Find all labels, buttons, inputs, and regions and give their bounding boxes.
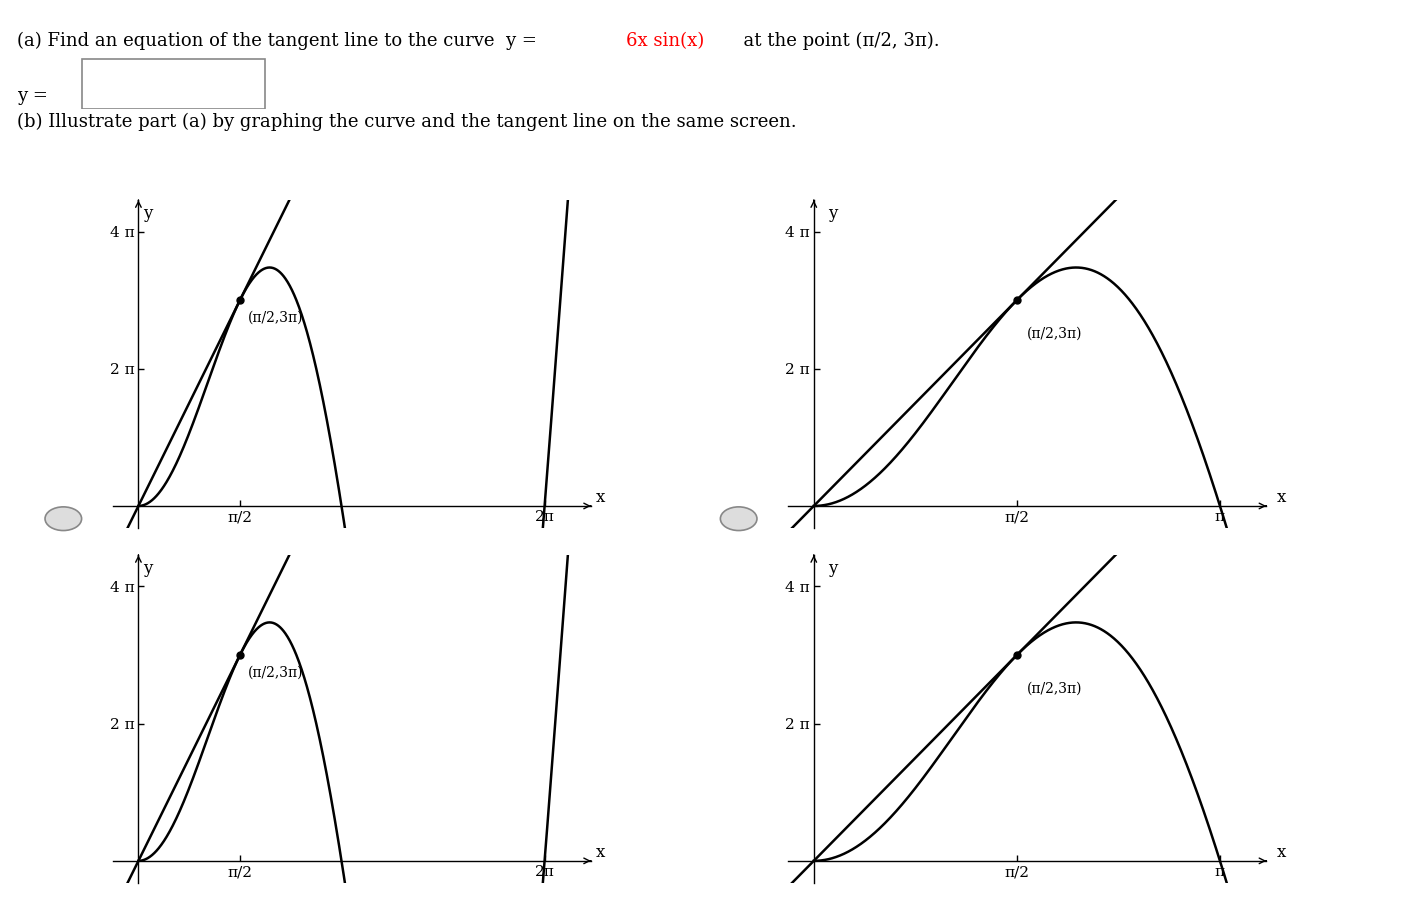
FancyBboxPatch shape (82, 59, 265, 109)
Text: (π/2,3π): (π/2,3π) (248, 666, 304, 680)
Text: x: x (597, 844, 605, 861)
Text: at the point (π/2, 3π).: at the point (π/2, 3π). (732, 32, 940, 50)
Text: x: x (1276, 844, 1286, 861)
Text: (π/2,3π): (π/2,3π) (248, 311, 304, 325)
Text: (a) Find an equation of the tangent line to the curve  y =: (a) Find an equation of the tangent line… (17, 32, 543, 50)
Text: x: x (597, 489, 605, 506)
Text: y: y (144, 205, 153, 222)
Text: (π/2,3π): (π/2,3π) (1027, 327, 1083, 340)
Text: y =: y = (17, 86, 48, 105)
Text: (π/2,3π): (π/2,3π) (1027, 682, 1083, 695)
Text: y: y (144, 560, 153, 577)
Text: 6x sin(x): 6x sin(x) (626, 32, 705, 50)
Text: x: x (1276, 489, 1286, 506)
Text: (b) Illustrate part (a) by graphing the curve and the tangent line on the same s: (b) Illustrate part (a) by graphing the … (17, 113, 796, 131)
Text: y: y (829, 205, 837, 222)
Text: y: y (829, 560, 837, 577)
